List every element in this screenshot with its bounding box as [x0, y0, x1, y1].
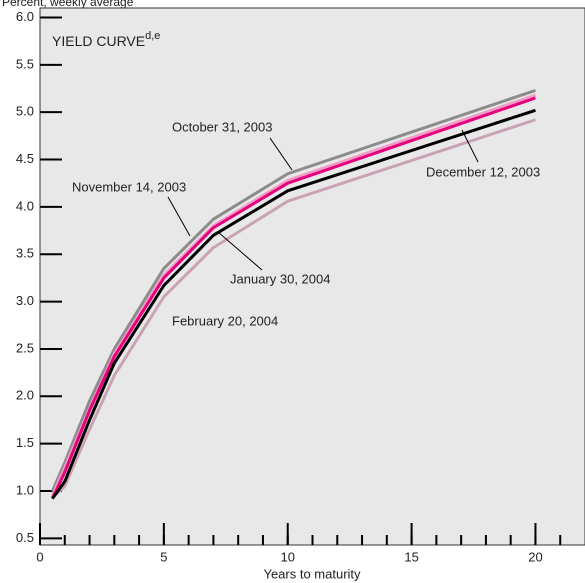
y-tick-label: 3.5 — [16, 246, 34, 261]
y-tick-label: 2.5 — [16, 340, 34, 355]
x-tick-label: 5 — [160, 549, 167, 564]
plot-area — [39, 7, 585, 546]
y-tick-label: 2.0 — [16, 388, 34, 403]
series-label: November 14, 2003 — [72, 179, 186, 194]
series-line — [51, 108, 536, 500]
series-line — [51, 118, 536, 499]
title-main: YIELD CURVE — [52, 33, 145, 49]
title-superscript: d,e — [145, 30, 160, 42]
leader-line — [461, 129, 479, 163]
leader-line — [269, 137, 293, 171]
y-tick-label: 3.0 — [16, 293, 34, 308]
y-tick-label: 5.5 — [16, 56, 34, 71]
series-label: December 12, 2003 — [426, 164, 540, 179]
y-tick-label: 1.5 — [16, 435, 34, 450]
y-tick-label: 4.5 — [16, 151, 34, 166]
y-tick-label: 0.5 — [16, 530, 34, 545]
x-tick-label: 10 — [280, 549, 294, 564]
leader-line — [217, 231, 263, 271]
chart-subtitle: Percent, weekly average — [2, 0, 134, 9]
series-label: February 20, 2004 — [172, 313, 278, 328]
x-axis-label: Years to maturity — [263, 566, 361, 581]
x-tick-label: 15 — [404, 549, 418, 564]
series-line — [51, 96, 536, 500]
y-tick-label: 5.0 — [16, 104, 34, 119]
y-tick-label: 4.0 — [16, 198, 34, 213]
leader-line — [167, 196, 191, 237]
y-tick-label: 1.0 — [16, 482, 34, 497]
series-line — [51, 93, 536, 497]
series-line — [51, 88, 536, 492]
y-tick-label: 6.0 — [16, 9, 34, 24]
chart-title: YIELD CURVEd,e — [52, 30, 160, 49]
series-label: October 31, 2003 — [172, 119, 272, 134]
x-tick-label: 0 — [36, 549, 43, 564]
x-tick-label: 20 — [528, 549, 542, 564]
series-label: January 30, 2004 — [230, 271, 330, 286]
